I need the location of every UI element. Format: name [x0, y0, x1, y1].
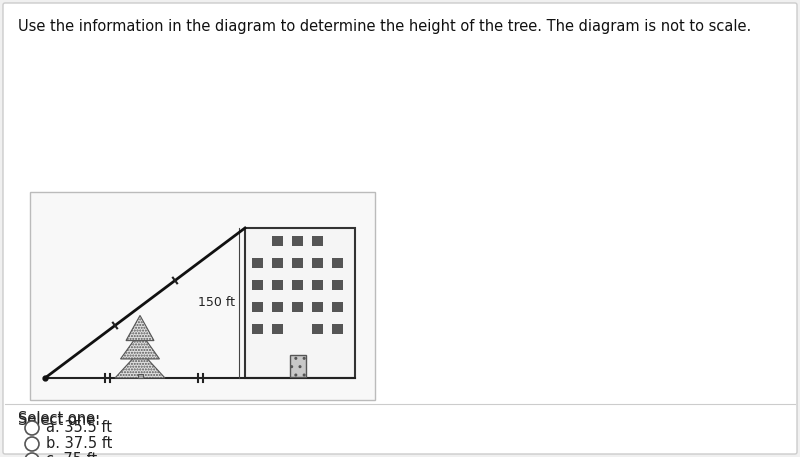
Bar: [312, 258, 323, 268]
Bar: [292, 236, 303, 246]
Bar: [312, 236, 323, 246]
Text: Select one:: Select one:: [18, 411, 100, 426]
Bar: [252, 280, 263, 290]
Polygon shape: [126, 315, 154, 340]
FancyBboxPatch shape: [3, 3, 797, 454]
Text: c. 75 ft: c. 75 ft: [46, 452, 98, 457]
Text: Use the information in the diagram to determine the height of the tree. The diag: Use the information in the diagram to de…: [18, 19, 751, 34]
Text: Select one:: Select one:: [18, 413, 100, 428]
Circle shape: [25, 453, 39, 457]
Circle shape: [25, 421, 39, 435]
Bar: [332, 258, 343, 268]
Bar: [272, 302, 283, 312]
Bar: [292, 258, 303, 268]
Bar: [272, 324, 283, 334]
Bar: [312, 302, 323, 312]
Bar: [290, 355, 306, 377]
Bar: [252, 302, 263, 312]
Bar: [30, 192, 375, 400]
Bar: [312, 324, 323, 334]
Bar: [272, 258, 283, 268]
Circle shape: [25, 437, 39, 451]
Bar: [332, 324, 343, 334]
Bar: [245, 228, 355, 378]
Bar: [252, 258, 263, 268]
Text: 150 ft: 150 ft: [198, 297, 235, 309]
Bar: [332, 302, 343, 312]
Bar: [332, 280, 343, 290]
Polygon shape: [121, 332, 159, 359]
Bar: [292, 280, 303, 290]
Bar: [272, 236, 283, 246]
Bar: [312, 280, 323, 290]
Bar: [292, 302, 303, 312]
Text: b. 37.5 ft: b. 37.5 ft: [46, 436, 112, 452]
Bar: [138, 374, 142, 378]
Bar: [272, 280, 283, 290]
Text: a. 35.5 ft: a. 35.5 ft: [46, 420, 112, 436]
Bar: [252, 324, 263, 334]
Polygon shape: [115, 351, 165, 378]
